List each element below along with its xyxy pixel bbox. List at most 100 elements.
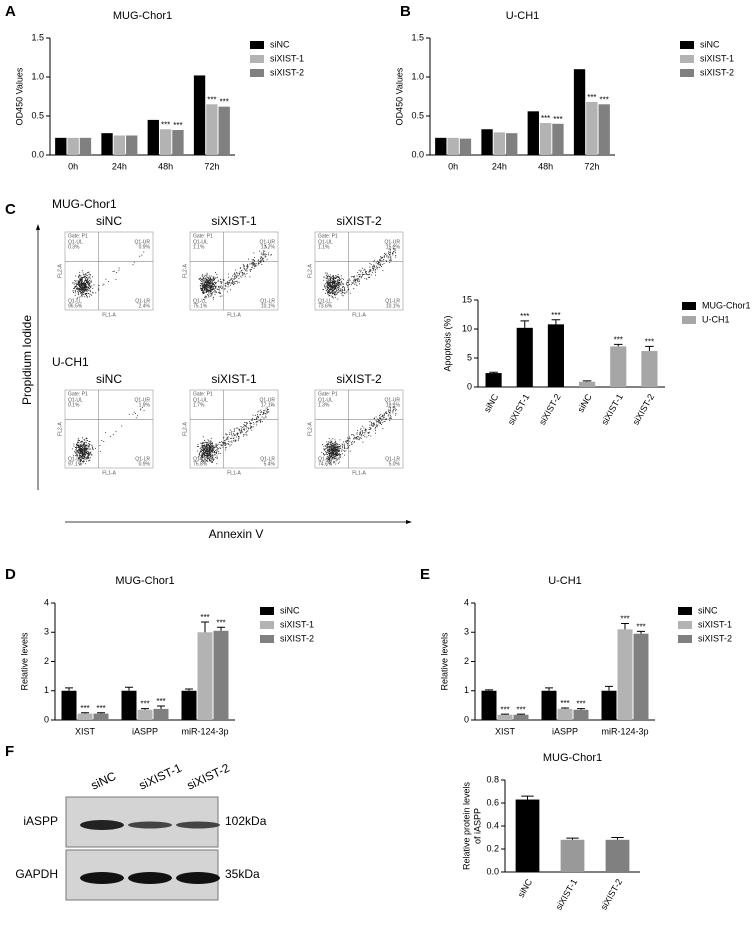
quadrant-percent: 19.1% [386, 402, 401, 408]
event-dot [323, 284, 325, 286]
event-dot [206, 449, 208, 450]
event-dot [365, 271, 366, 273]
event-dot [205, 288, 207, 290]
event-dot [201, 275, 203, 277]
bar [641, 351, 658, 387]
event-dot [201, 289, 203, 291]
event-dot [328, 455, 330, 457]
event-dot [250, 426, 251, 428]
event-dot [359, 276, 361, 277]
event-dot [237, 432, 239, 434]
gate-label: Gate: P1 [68, 391, 88, 397]
event-dot [88, 290, 90, 291]
event-dot [215, 445, 217, 447]
event-dot [259, 420, 261, 422]
event-dot [202, 446, 204, 448]
event-dot [326, 451, 328, 453]
event-dot [381, 266, 382, 267]
event-dot [225, 447, 226, 449]
event-dot [329, 278, 331, 279]
event-dot [84, 296, 86, 298]
event-dot [79, 285, 80, 287]
event-dot [355, 280, 356, 282]
event-dot [395, 256, 397, 258]
event-dot [372, 268, 374, 270]
event-dot [388, 414, 390, 416]
event-dot [382, 422, 384, 424]
quadrant-percent: 15.2% [386, 244, 401, 250]
event-dot [382, 414, 384, 416]
event-dot [220, 281, 222, 283]
event-dot [331, 457, 333, 459]
event-dot [77, 450, 79, 452]
event-dot [233, 435, 235, 437]
event-dot [206, 296, 207, 298]
event-dot [85, 273, 87, 275]
event-dot [386, 418, 387, 420]
event-dot [204, 448, 206, 450]
event-dot [332, 286, 333, 288]
event-dot [236, 281, 238, 282]
event-dot [265, 410, 267, 412]
event-dot [364, 430, 366, 432]
event-dot [213, 276, 214, 278]
event-dot [80, 278, 81, 280]
event-dot [206, 443, 208, 445]
event-dot [257, 421, 258, 423]
event-dot [199, 454, 201, 456]
event-dot [345, 450, 347, 452]
event-dot [339, 456, 341, 458]
event-dot [239, 268, 241, 269]
event-dot [252, 422, 254, 423]
event-dot [230, 282, 232, 284]
event-dot [82, 283, 84, 285]
event-dot [208, 455, 210, 456]
event-dot [211, 287, 213, 289]
flow-y-axis: FL2-A [307, 264, 313, 278]
event-dot [351, 440, 353, 442]
event-dot [329, 288, 330, 290]
event-dot [89, 460, 91, 461]
event-dot [240, 267, 241, 269]
event-dot [378, 262, 380, 264]
event-dot [79, 446, 81, 448]
event-dot [202, 278, 204, 280]
event-dot [339, 455, 341, 457]
quadrant-percent: 1.3% [318, 402, 330, 408]
event-dot [202, 454, 204, 456]
event-dot [339, 285, 340, 287]
event-dot [356, 275, 358, 277]
event-dot [76, 453, 78, 455]
event-dot [84, 456, 86, 457]
event-dot [344, 446, 345, 448]
bar [435, 137, 447, 155]
event-dot [330, 456, 331, 458]
event-dot [335, 278, 337, 279]
event-dot [360, 277, 362, 279]
bar [193, 75, 206, 155]
event-dot [79, 286, 81, 288]
event-dot [332, 445, 333, 446]
event-dot [331, 296, 333, 298]
event-dot [341, 443, 343, 445]
event-dot [217, 289, 219, 291]
event-dot [242, 263, 244, 265]
event-dot [204, 452, 206, 454]
event-dot [211, 461, 213, 462]
event-dot [252, 266, 254, 268]
event-dot [81, 286, 83, 288]
event-dot [236, 272, 238, 274]
event-dot [335, 447, 337, 448]
event-dot [252, 414, 254, 416]
event-dot [203, 287, 204, 288]
event-dot [379, 417, 381, 419]
protein-band [80, 872, 124, 884]
event-dot [244, 425, 246, 426]
quadrant-percent: 1.7% [193, 402, 205, 408]
event-dot [322, 453, 324, 454]
event-dot [258, 261, 259, 263]
event-dot [224, 285, 226, 286]
event-dot [331, 277, 333, 279]
x-tick-label: 0h [68, 161, 78, 171]
event-dot [235, 427, 237, 429]
